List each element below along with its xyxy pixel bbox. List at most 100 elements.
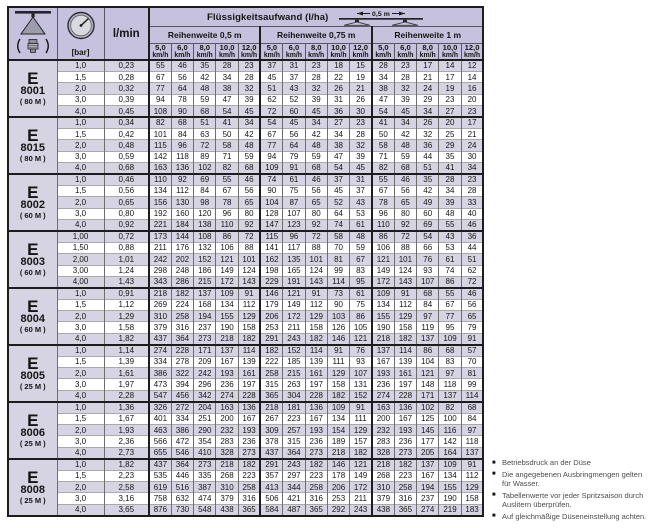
rate-value-cell: 152 <box>349 389 372 402</box>
rate-value-cell: 87 <box>282 196 306 209</box>
rate-value-cell: 269 <box>147 298 172 311</box>
rate-row: E 8005( 25 M ) 1,0 1,14 274 228 171 137 114 182 15… <box>7 343 484 402</box>
rate-value-cell: 273 <box>237 446 261 459</box>
rate-value-cell: 136 <box>170 161 194 174</box>
rate-value-cell: 204 <box>193 400 216 414</box>
rate-value-cell: 394 <box>170 378 194 391</box>
speed-unit: km/h <box>464 51 481 59</box>
rate-value-cell: 20 <box>438 115 462 129</box>
rate-value-cell: 94 <box>147 93 172 106</box>
rate-value-cell: 54 <box>215 105 239 117</box>
rate-value-cell: 102 <box>416 400 439 414</box>
rate-value-cell: 99 <box>326 264 350 277</box>
rate-value-cell: 52 <box>282 93 306 106</box>
rate-value-cell: 67 <box>215 184 239 197</box>
flow-value-cell: 2,23 <box>103 469 149 482</box>
rate-value-cell: 218 <box>147 286 172 300</box>
rate-value-cell: 103 <box>326 310 350 322</box>
pressure-value-cell: 1,5 <box>56 298 104 311</box>
rate-value-cell: 193 <box>370 367 395 379</box>
rate-value-cell: 28 <box>370 58 395 72</box>
flow-value-cell: 0,34 <box>103 115 149 129</box>
rate-value-cell: 72 <box>193 139 216 152</box>
speed-value: 12,0 <box>464 43 480 53</box>
rate-value-cell: 112 <box>460 469 484 482</box>
rate-value-cell: 167 <box>370 355 395 368</box>
rate-value-cell: 126 <box>326 321 350 334</box>
rate-value-cell: 21 <box>349 82 372 95</box>
footnote-bullet-icon: ■ <box>492 471 496 477</box>
speed-column-header: 5,0 km/h <box>259 42 284 61</box>
rate-value-cell: 315 <box>259 378 283 391</box>
rate-value-cell: 152 <box>193 253 216 266</box>
rate-value-cell: 876 <box>147 503 172 516</box>
rate-value-cell: 268 <box>215 469 239 482</box>
rate-value-cell: 121 <box>349 457 372 471</box>
rate-row: 2,0 0,48 115 96 72 58 48 77 64 48 38 32 58 48 36 29 24 <box>8 139 484 152</box>
rate-value-cell: 41 <box>438 161 462 174</box>
rate-value-cell: 40 <box>460 207 484 220</box>
speed-unit: km/h <box>152 51 169 59</box>
rate-value-cell: 273 <box>193 332 216 345</box>
rate-value-cell: 134 <box>147 184 172 197</box>
rate-value-cell: 310 <box>147 310 172 322</box>
rate-value-cell: 48 <box>349 229 372 243</box>
rate-value-cell: 91 <box>304 286 328 300</box>
rate-value-cell: 291 <box>259 457 283 471</box>
spray-nozzle-icon <box>14 11 51 54</box>
rate-value-cell: 283 <box>215 435 239 448</box>
pressure-value-cell: 1,5 <box>56 355 104 368</box>
rate-value-cell: 32 <box>349 139 372 152</box>
flow-value-cell: 2,58 <box>103 480 149 493</box>
rate-value-cell: 145 <box>416 423 439 436</box>
rate-value-cell: 237 <box>193 321 216 334</box>
rate-value-cell: 65 <box>304 196 328 209</box>
pressure-value-cell: 2,0 <box>56 82 104 95</box>
rate-value-cell: 183 <box>460 503 484 516</box>
rate-value-cell: 88 <box>237 241 261 254</box>
rate-value-cell: 76 <box>416 253 439 266</box>
rate-row: 1,5 0,56 134 112 84 67 56 90 75 56 45 37 67 56 42 34 28 <box>8 184 484 197</box>
flow-value-cell: 0,32 <box>103 82 149 95</box>
rate-value-cell: 109 <box>259 161 283 174</box>
rate-value-cell: 326 <box>147 400 172 414</box>
speed-unit: km/h <box>441 51 459 59</box>
rate-value-cell: 149 <box>370 264 395 277</box>
speed-column-header: 6,0 km/h <box>393 42 418 61</box>
rate-row: 3,0 0,39 94 78 59 47 39 62 52 39 31 26 47 39 29 23 20 <box>8 93 484 106</box>
rate-value-cell: 20 <box>460 93 484 106</box>
rate-value-cell: 78 <box>370 196 395 209</box>
rate-value-cell: 146 <box>326 332 350 345</box>
rate-value-cell: 138 <box>193 218 216 231</box>
rate-value-cell: 273 <box>304 446 328 459</box>
rate-row: E 8015( 80 M ) 1,0 0,34 82 68 51 41 34 54 45 34 27 23… <box>7 115 484 174</box>
rate-value-cell: 292 <box>326 503 350 516</box>
rate-row: 3,0 0,59 142 118 89 71 59 94 79 59 47 39 71 59 44 35 30 <box>8 150 484 163</box>
speed-unit: km/h <box>330 51 347 59</box>
rate-value-cell: 237 <box>416 492 439 505</box>
rate-value-cell: 46 <box>170 58 194 72</box>
pressure-value-cell: 3,0 <box>56 150 104 163</box>
footnote-item: ■ Tabellenwerte vor jeder Spritzsaison du… <box>492 491 648 510</box>
rate-value-cell: 60 <box>282 105 306 117</box>
speed-column-header: 8,0 km/h <box>193 42 217 61</box>
rate-value-cell: 74 <box>326 218 350 231</box>
flow-value-cell: 0,59 <box>103 150 149 163</box>
flow-value-cell: 0,88 <box>103 241 149 254</box>
rate-value-cell: 118 <box>170 150 194 163</box>
rate-value-cell: 190 <box>438 492 462 505</box>
rate-value-cell: 42 <box>416 184 439 197</box>
flow-value-cell: 2,73 <box>103 446 149 459</box>
rate-value-cell: 125 <box>416 412 439 425</box>
rate-value-cell: 36 <box>326 105 350 117</box>
rate-value-cell: 84 <box>460 412 484 425</box>
flow-value-cell: 3,16 <box>103 492 149 505</box>
rate-value-cell: 112 <box>170 184 194 197</box>
rate-value-cell: 223 <box>393 469 417 482</box>
rate-value-cell: 142 <box>147 150 172 163</box>
rate-value-cell: 43 <box>438 229 462 243</box>
rate-value-cell: 37 <box>259 58 283 72</box>
rate-value-cell: 74 <box>438 264 462 277</box>
rate-value-cell: 228 <box>237 389 261 402</box>
rate-value-cell: 167 <box>393 412 417 425</box>
